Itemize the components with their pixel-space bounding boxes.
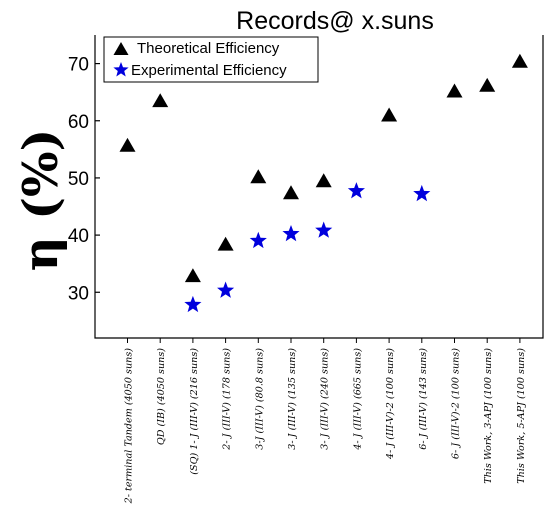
theoretical-efficiency-point	[511, 53, 528, 68]
x-tick-label: QD (IB) (4050 suns)	[156, 348, 167, 445]
experimental-efficiency-point	[413, 184, 431, 202]
x-tick-label: 3-J (III-V) (80.8 suns)	[254, 348, 265, 450]
experimental-efficiency-point	[249, 231, 267, 249]
chart-title: Records@ x.suns	[236, 7, 434, 35]
legend: Theoretical Efficiency Experimental Effi…	[103, 36, 319, 83]
x-tick-label: 4- J (III-V)-2 (100 suns)	[385, 348, 396, 460]
x-tick-label: 2- terminal Tandem (4050 suns)	[124, 348, 135, 505]
x-tick-label: 2- J (III-V) (178 suns)	[222, 348, 233, 451]
x-tick-label: 3- J (III-V) (240 suns)	[320, 348, 331, 450]
x-tick-label: 4- J (III-V) (665 suns)	[352, 348, 363, 451]
theoretical-efficiency-point	[283, 185, 299, 200]
experimental-efficiency-point	[282, 224, 300, 242]
y-axis: 30 40 50 60 70	[68, 55, 100, 304]
theoretical-efficiency-point	[446, 83, 463, 98]
data-markers	[119, 53, 528, 313]
theoretical-efficiency-point	[184, 268, 201, 283]
theoretical-efficiency-point	[152, 93, 169, 108]
theoretical-efficiency-point	[479, 77, 496, 92]
plot-frame	[94, 35, 544, 339]
experimental-efficiency-point	[347, 182, 365, 199]
theoretical-efficiency-point	[381, 107, 398, 122]
experimental-efficiency-point	[315, 221, 333, 238]
y-tick-label: 70	[68, 55, 89, 76]
x-tick-label: This Work, 3-APJ (100 suns)	[483, 348, 494, 484]
y-tick-label: 60	[68, 112, 89, 133]
theoretical-efficiency-point	[119, 137, 136, 152]
x-axis: 2- terminal Tandem (4050 suns) QD (IB) (4…	[124, 338, 527, 504]
legend-triangle-icon	[113, 42, 129, 55]
x-tick-label: 6- J (III-V)-2 (100 suns)	[451, 348, 462, 459]
x-tick-label: 6- J (III-V) (143 suns)	[418, 348, 429, 450]
legend-label-theoretical: Theoretical Efficiency	[137, 40, 280, 57]
y-tick-label: 30	[68, 283, 89, 304]
legend-label-experimental: Experimental Efficiency	[131, 62, 287, 79]
theoretical-efficiency-point	[217, 236, 234, 251]
y-axis-label: η (%)	[13, 129, 69, 272]
experimental-efficiency-point	[217, 281, 235, 298]
x-tick-label: This Work, 5-APJ (100 suns)	[516, 348, 527, 484]
legend-box	[103, 36, 319, 83]
experimental-efficiency-point	[184, 295, 202, 313]
y-tick-label: 40	[68, 226, 89, 247]
theoretical-efficiency-point	[250, 169, 267, 184]
legend-star-icon	[113, 62, 129, 77]
y-tick-label: 50	[68, 169, 89, 190]
x-tick-label: (SQ) 1- J (III-V) (216 suns)	[189, 348, 200, 475]
theoretical-efficiency-point	[315, 173, 332, 188]
x-tick-label: 3- J (III-V) (135 suns)	[287, 348, 298, 450]
